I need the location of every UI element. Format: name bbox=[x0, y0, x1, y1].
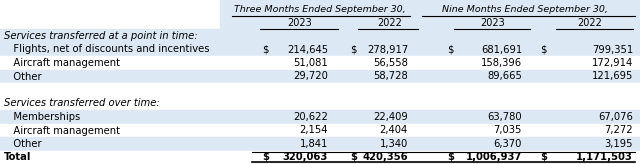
Text: 121,695: 121,695 bbox=[591, 72, 633, 82]
Text: $: $ bbox=[540, 153, 547, 163]
Text: $: $ bbox=[350, 153, 357, 163]
Text: Flights, net of discounts and incentives: Flights, net of discounts and incentives bbox=[4, 44, 209, 54]
Bar bbox=[0, 97, 640, 110]
Text: 63,780: 63,780 bbox=[488, 112, 522, 122]
Text: 1,340: 1,340 bbox=[380, 139, 408, 149]
Text: 320,063: 320,063 bbox=[283, 153, 328, 163]
Text: 799,351: 799,351 bbox=[592, 44, 633, 54]
Text: 172,914: 172,914 bbox=[592, 58, 633, 68]
Text: Other: Other bbox=[4, 139, 42, 149]
Bar bbox=[0, 151, 640, 164]
Bar bbox=[0, 29, 640, 42]
Text: 214,645: 214,645 bbox=[287, 44, 328, 54]
Text: 158,396: 158,396 bbox=[481, 58, 522, 68]
Text: 2,154: 2,154 bbox=[300, 125, 328, 135]
Text: Services transferred at a point in time:: Services transferred at a point in time: bbox=[4, 31, 198, 41]
Text: 1,841: 1,841 bbox=[300, 139, 328, 149]
Text: Total: Total bbox=[4, 153, 31, 163]
Text: 1,006,937: 1,006,937 bbox=[466, 153, 522, 163]
Text: $: $ bbox=[540, 44, 547, 54]
Text: 681,691: 681,691 bbox=[481, 44, 522, 54]
Text: 2022: 2022 bbox=[378, 18, 403, 28]
Bar bbox=[0, 70, 640, 83]
Bar bbox=[220, 0, 640, 33]
Text: Memberships: Memberships bbox=[4, 112, 80, 122]
Bar bbox=[0, 43, 640, 56]
Text: 6,370: 6,370 bbox=[493, 139, 522, 149]
Bar bbox=[0, 124, 640, 137]
Text: $: $ bbox=[447, 44, 454, 54]
Text: 67,076: 67,076 bbox=[598, 112, 633, 122]
Text: 51,081: 51,081 bbox=[293, 58, 328, 68]
Text: 29,720: 29,720 bbox=[293, 72, 328, 82]
Text: 1,171,503: 1,171,503 bbox=[576, 153, 633, 163]
Bar bbox=[0, 83, 640, 96]
Text: 2023: 2023 bbox=[287, 18, 312, 28]
Text: Nine Months Ended September 30,: Nine Months Ended September 30, bbox=[442, 4, 608, 13]
Text: 420,356: 420,356 bbox=[362, 153, 408, 163]
Text: 3,195: 3,195 bbox=[605, 139, 633, 149]
Bar bbox=[0, 137, 640, 150]
Text: 2023: 2023 bbox=[481, 18, 506, 28]
Text: Aircraft management: Aircraft management bbox=[4, 58, 120, 68]
Text: 7,272: 7,272 bbox=[604, 125, 633, 135]
Text: 20,622: 20,622 bbox=[293, 112, 328, 122]
Text: Services transferred over time:: Services transferred over time: bbox=[4, 99, 160, 109]
Text: Other: Other bbox=[4, 72, 42, 82]
Text: 22,409: 22,409 bbox=[373, 112, 408, 122]
Bar bbox=[0, 56, 640, 69]
Text: $: $ bbox=[447, 153, 454, 163]
Text: $: $ bbox=[350, 44, 356, 54]
Text: 2022: 2022 bbox=[577, 18, 602, 28]
Text: $: $ bbox=[262, 153, 269, 163]
Bar bbox=[0, 110, 640, 123]
Text: 58,728: 58,728 bbox=[373, 72, 408, 82]
Text: Three Months Ended September 30,: Three Months Ended September 30, bbox=[234, 4, 406, 13]
Text: 7,035: 7,035 bbox=[493, 125, 522, 135]
Text: 278,917: 278,917 bbox=[367, 44, 408, 54]
Text: 89,665: 89,665 bbox=[487, 72, 522, 82]
Text: Aircraft management: Aircraft management bbox=[4, 125, 120, 135]
Text: $: $ bbox=[262, 44, 269, 54]
Text: 2,404: 2,404 bbox=[380, 125, 408, 135]
Text: 56,558: 56,558 bbox=[373, 58, 408, 68]
